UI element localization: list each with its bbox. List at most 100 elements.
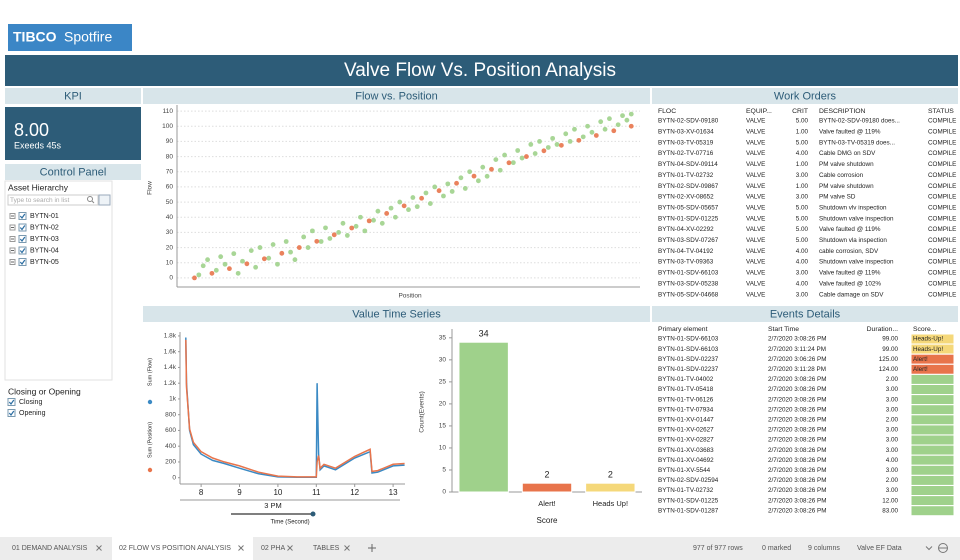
tab-close[interactable] <box>238 545 244 551</box>
scatter-point[interactable] <box>550 135 556 141</box>
scatter-point[interactable] <box>602 126 608 132</box>
scatter-point[interactable] <box>218 254 224 260</box>
scatter-point[interactable] <box>235 270 241 276</box>
scatter-point[interactable] <box>283 239 289 244</box>
scatter-point[interactable] <box>375 208 381 214</box>
scatter-point[interactable] <box>563 131 569 137</box>
scatter-point[interactable] <box>524 154 529 159</box>
scatter-point[interactable] <box>200 263 206 269</box>
scatter-point[interactable] <box>406 207 411 213</box>
scatter-point[interactable] <box>445 181 451 187</box>
scatter-point[interactable] <box>318 239 324 244</box>
scatter-point[interactable] <box>628 123 634 129</box>
scatter-point[interactable] <box>497 167 503 173</box>
scatter-point[interactable] <box>275 261 280 267</box>
scatter-point[interactable] <box>484 173 490 179</box>
scatter-point[interactable] <box>576 137 582 143</box>
scatter-point[interactable] <box>288 249 293 255</box>
scatter-point[interactable] <box>585 123 590 129</box>
scatter-point[interactable] <box>532 151 538 156</box>
scatter-point[interactable] <box>458 175 464 181</box>
checkbox[interactable] <box>18 235 27 243</box>
scatter-point[interactable] <box>314 238 320 244</box>
scatter-point[interactable] <box>379 220 385 226</box>
scatter-point[interactable] <box>589 129 595 135</box>
scatter-point[interactable] <box>436 188 442 194</box>
scatter-point[interactable] <box>454 180 459 186</box>
tab-close[interactable] <box>287 545 293 551</box>
scatter-point[interactable] <box>266 255 272 261</box>
scatter-point[interactable] <box>244 261 250 267</box>
scatter-point[interactable] <box>371 217 376 223</box>
checkbox[interactable] <box>7 409 16 417</box>
series-line[interactable] <box>185 339 405 478</box>
tab-label[interactable]: 02 PHA <box>261 545 285 552</box>
scatter-point[interactable] <box>388 205 394 211</box>
tab-label[interactable]: TABLES <box>313 545 340 552</box>
scatter-point[interactable] <box>628 111 634 117</box>
scatter-point[interactable] <box>296 245 302 250</box>
bar[interactable] <box>458 341 509 493</box>
scatter-point[interactable] <box>384 211 390 216</box>
checkbox[interactable] <box>18 223 27 232</box>
scatter-point[interactable] <box>344 233 350 238</box>
kpi-tile[interactable] <box>5 107 141 160</box>
scatter-point[interactable] <box>580 134 586 140</box>
scatter-point[interactable] <box>349 225 355 231</box>
scatter-point[interactable] <box>624 117 630 123</box>
scatter-point[interactable] <box>410 195 416 200</box>
scatter-point[interactable] <box>558 142 564 148</box>
scatter-point[interactable] <box>528 142 534 147</box>
dropdown-icon[interactable] <box>925 546 933 551</box>
scatter-point[interactable] <box>327 236 333 241</box>
checkbox[interactable] <box>18 246 27 255</box>
scatter-point[interactable] <box>213 267 219 273</box>
scatter-point[interactable] <box>615 122 621 128</box>
scatter-point[interactable] <box>209 270 215 276</box>
scatter-point[interactable] <box>567 139 573 144</box>
scatter-point[interactable] <box>392 214 398 220</box>
checkbox[interactable] <box>18 258 27 266</box>
scatter-point[interactable] <box>607 116 612 122</box>
scatter-point[interactable] <box>611 128 617 134</box>
scatter-point[interactable] <box>515 148 521 153</box>
scatter-point[interactable] <box>441 193 446 199</box>
scatter-point[interactable] <box>331 232 337 238</box>
tree-button[interactable] <box>98 194 111 206</box>
scatter-point[interactable] <box>240 258 245 264</box>
scatter-point[interactable] <box>419 195 425 201</box>
scatter-point[interactable] <box>462 186 468 191</box>
scatter-point[interactable] <box>248 248 254 254</box>
scatter-point[interactable] <box>489 166 494 172</box>
scatter-point[interactable] <box>222 261 228 267</box>
scatter-point[interactable] <box>192 275 197 281</box>
scatter-point[interactable] <box>510 160 516 166</box>
slider-handle[interactable] <box>310 511 316 517</box>
scatter-point[interactable] <box>414 204 420 210</box>
scatter-point[interactable] <box>537 139 542 144</box>
scatter-point[interactable] <box>475 178 481 184</box>
scatter-point[interactable] <box>432 184 438 190</box>
scatter-point[interactable] <box>423 190 429 196</box>
checkbox[interactable] <box>7 398 16 406</box>
scatter-point[interactable] <box>467 169 473 175</box>
search-box[interactable] <box>7 194 99 206</box>
scatter-point[interactable] <box>257 245 263 250</box>
scatter-point[interactable] <box>401 203 407 209</box>
scatter-point[interactable] <box>270 242 276 247</box>
scatter-point[interactable] <box>323 225 328 231</box>
scatter-point[interactable] <box>205 257 210 263</box>
scatter-point[interactable] <box>480 164 486 170</box>
scatter-point[interactable] <box>449 189 455 194</box>
scatter-point[interactable] <box>506 160 512 166</box>
scatter-point[interactable] <box>358 214 363 220</box>
scatter-point[interactable] <box>519 155 525 161</box>
scatter-point[interactable] <box>353 223 359 229</box>
scatter-point[interactable] <box>305 245 311 250</box>
scatter-point[interactable] <box>427 201 433 206</box>
scatter-point[interactable] <box>620 113 625 119</box>
scatter-point[interactable] <box>196 272 202 278</box>
tab-label[interactable]: 02 FLOW VS POSITION ANALYSIS <box>119 545 231 552</box>
bar[interactable] <box>521 482 573 493</box>
scatter-point[interactable] <box>493 157 499 163</box>
